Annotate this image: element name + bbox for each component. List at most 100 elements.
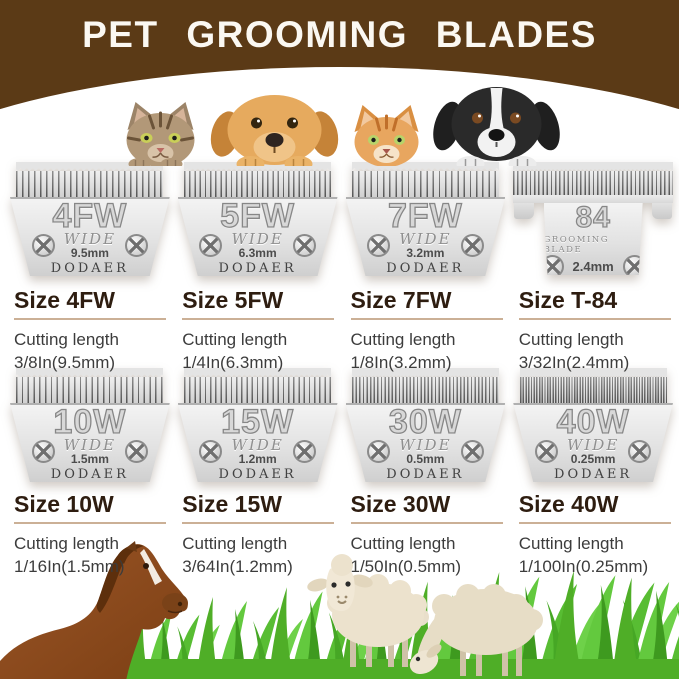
blade-teeth bbox=[351, 377, 499, 403]
spec-cutting-value: 3/8In(9.5mm) bbox=[14, 353, 116, 373]
phillips-screw-icon bbox=[460, 234, 484, 258]
spec-cutting-value: 1/16In(1.5mm) bbox=[14, 557, 125, 577]
blade-teeth-tips bbox=[351, 162, 499, 171]
phillips-screw-icon bbox=[543, 254, 564, 275]
header-banner bbox=[0, 0, 679, 132]
spec-4fw: Size 4FW Cutting length 3/8In(9.5mm) bbox=[14, 287, 174, 375]
spec-cutting-value: 3/32In(2.4mm) bbox=[518, 353, 630, 373]
blade-wide-label: WIDE bbox=[399, 229, 452, 248]
spec-cutting-value: 1/50In(0.5mm) bbox=[350, 557, 462, 577]
blade-mm-label: 0.5mm bbox=[406, 452, 445, 467]
spec-title: Size 15W bbox=[182, 491, 335, 524]
blade-body: 4FW WIDE 9.5mm DODAER bbox=[10, 197, 170, 276]
blade-teeth-tips bbox=[519, 368, 667, 377]
pets-row bbox=[119, 87, 560, 166]
blade-teeth-tips bbox=[16, 368, 164, 377]
blade-size-label: 84 bbox=[575, 201, 611, 234]
blade-size-label: 4FW bbox=[52, 197, 128, 235]
blade-size-label: 15W bbox=[221, 403, 295, 441]
black-white-dog-image bbox=[432, 87, 560, 166]
blade-wide-label: WIDE bbox=[231, 435, 284, 454]
tabby-cat-image bbox=[126, 102, 194, 166]
spec-title: Size 5FW bbox=[182, 287, 335, 320]
blade-size-label: 40W bbox=[556, 403, 630, 441]
blade-mm-label: 9.5mm bbox=[70, 246, 109, 261]
spec-40w: Size 40W Cutting length 1/100In(0.25mm) bbox=[518, 491, 679, 579]
spec-title: Size T-84 bbox=[518, 287, 671, 320]
blade-size-label: 30W bbox=[388, 403, 462, 441]
blade-teeth bbox=[351, 171, 499, 197]
spec-15w: Size 15W Cutting length 3/64In(1.2mm) bbox=[182, 491, 342, 579]
blade-brand-label: DODAER bbox=[218, 467, 297, 483]
spec-row-2: Size 10W Cutting length 1/16In(1.5mm) Si… bbox=[14, 491, 679, 579]
spec-title: Size 40W bbox=[518, 491, 671, 524]
spec-cutting-label: Cutting length bbox=[14, 534, 119, 553]
blade-size-label: 10W bbox=[53, 403, 127, 441]
spec-row-1: Size 4FW Cutting length 3/8In(9.5mm) Siz… bbox=[14, 287, 679, 375]
spec-cutting-value: 1/100In(0.25mm) bbox=[518, 557, 649, 577]
spec-cutting-label: Cutting length bbox=[14, 330, 119, 349]
spec-cutting-value: 3/64In(1.2mm) bbox=[182, 557, 293, 577]
blade-4fw: 4FW WIDE 9.5mm DODAER bbox=[10, 162, 170, 276]
blade-mm-label: 0.25mm bbox=[570, 452, 616, 467]
blade-teeth-tips bbox=[513, 162, 673, 171]
phillips-screw-icon bbox=[367, 234, 391, 258]
phillips-screw-icon bbox=[534, 440, 558, 464]
blade-mm-label: 6.3mm bbox=[238, 246, 277, 261]
blade-7fw: 7FW WIDE 3.2mm DODAER bbox=[345, 162, 506, 277]
blade-body: 84 GROOMING BLADE 2.4mm bbox=[543, 201, 643, 275]
phillips-screw-icon bbox=[367, 440, 391, 464]
standing-sheep-image bbox=[307, 554, 429, 667]
blade-brand-label: DODAER bbox=[50, 467, 129, 483]
blade-wide-label: WIDE bbox=[63, 435, 117, 454]
golden-dog-image bbox=[210, 95, 338, 166]
spec-cutting-label: Cutting length bbox=[350, 534, 456, 553]
phillips-screw-icon bbox=[460, 440, 484, 464]
grass-image bbox=[120, 570, 679, 679]
spec-cutting-label: Cutting length bbox=[518, 534, 624, 553]
orange-cat-image bbox=[354, 105, 418, 166]
spec-30w: Size 30W Cutting length 1/50In(0.5mm) bbox=[350, 491, 511, 579]
phillips-screw-icon bbox=[31, 234, 55, 258]
spec-cutting-value: 1/8In(3.2mm) bbox=[350, 353, 452, 373]
phillips-screw-icon bbox=[125, 440, 149, 464]
blade-teeth-tips bbox=[184, 162, 332, 171]
spec-cutting-label: Cutting length bbox=[182, 534, 288, 553]
blade-15w: 15W WIDE 1.2mm DODAER bbox=[177, 368, 338, 483]
blade-teeth bbox=[513, 171, 673, 195]
blade-teeth-tips bbox=[16, 162, 164, 171]
grazing-sheep-image bbox=[409, 584, 543, 676]
blade-grooming-label: GROOMING BLADE bbox=[543, 234, 610, 255]
phillips-screw-icon bbox=[622, 254, 643, 275]
blade-size-label: 7FW bbox=[387, 197, 463, 235]
blade-teeth bbox=[184, 171, 332, 197]
spec-cutting-label: Cutting length bbox=[182, 330, 288, 349]
phillips-screw-icon bbox=[125, 234, 149, 258]
spec-cutting-value: 1/4In(6.3mm) bbox=[182, 353, 284, 373]
blade-body: 15W WIDE 1.2mm DODAER bbox=[177, 403, 338, 483]
blade-body: 40W WIDE 0.25mm DODAER bbox=[513, 403, 673, 482]
blade-size-label: 5FW bbox=[220, 197, 296, 235]
spec-title: Size 10W bbox=[14, 491, 166, 524]
blade-teeth bbox=[16, 171, 164, 197]
blade-mm-label: 3.2mm bbox=[406, 246, 445, 261]
spec-7fw: Size 7FW Cutting length 1/8In(3.2mm) bbox=[350, 287, 511, 375]
spec-title: Size 4FW bbox=[14, 287, 166, 320]
blade-brand-label: DODAER bbox=[50, 261, 129, 277]
blade-brand-label: DODAER bbox=[386, 261, 465, 277]
blade-body: 7FW WIDE 3.2mm DODAER bbox=[345, 197, 506, 277]
blade-end-tab bbox=[514, 203, 535, 219]
blade-mm-label: 1.2mm bbox=[238, 452, 277, 467]
phillips-screw-icon bbox=[628, 440, 652, 464]
blade-30w: 30W WIDE 0.5mm DODAER bbox=[345, 368, 506, 482]
page-title: PET GROOMING BLADES bbox=[82, 14, 597, 55]
phillips-screw-icon bbox=[292, 234, 316, 258]
spec-cutting-label: Cutting length bbox=[518, 330, 624, 349]
spec-5fw: Size 5FW Cutting length 1/4In(6.3mm) bbox=[182, 287, 342, 375]
blade-teeth bbox=[184, 377, 332, 403]
blade-body: 5FW WIDE 6.3mm DODAER bbox=[177, 197, 338, 276]
blade-5fw: 5FW WIDE 6.3mm DODAER bbox=[177, 162, 338, 276]
horse-image bbox=[0, 541, 188, 679]
blade-row-1: 4FW WIDE 9.5mm DODAER 5FW bbox=[10, 162, 673, 276]
